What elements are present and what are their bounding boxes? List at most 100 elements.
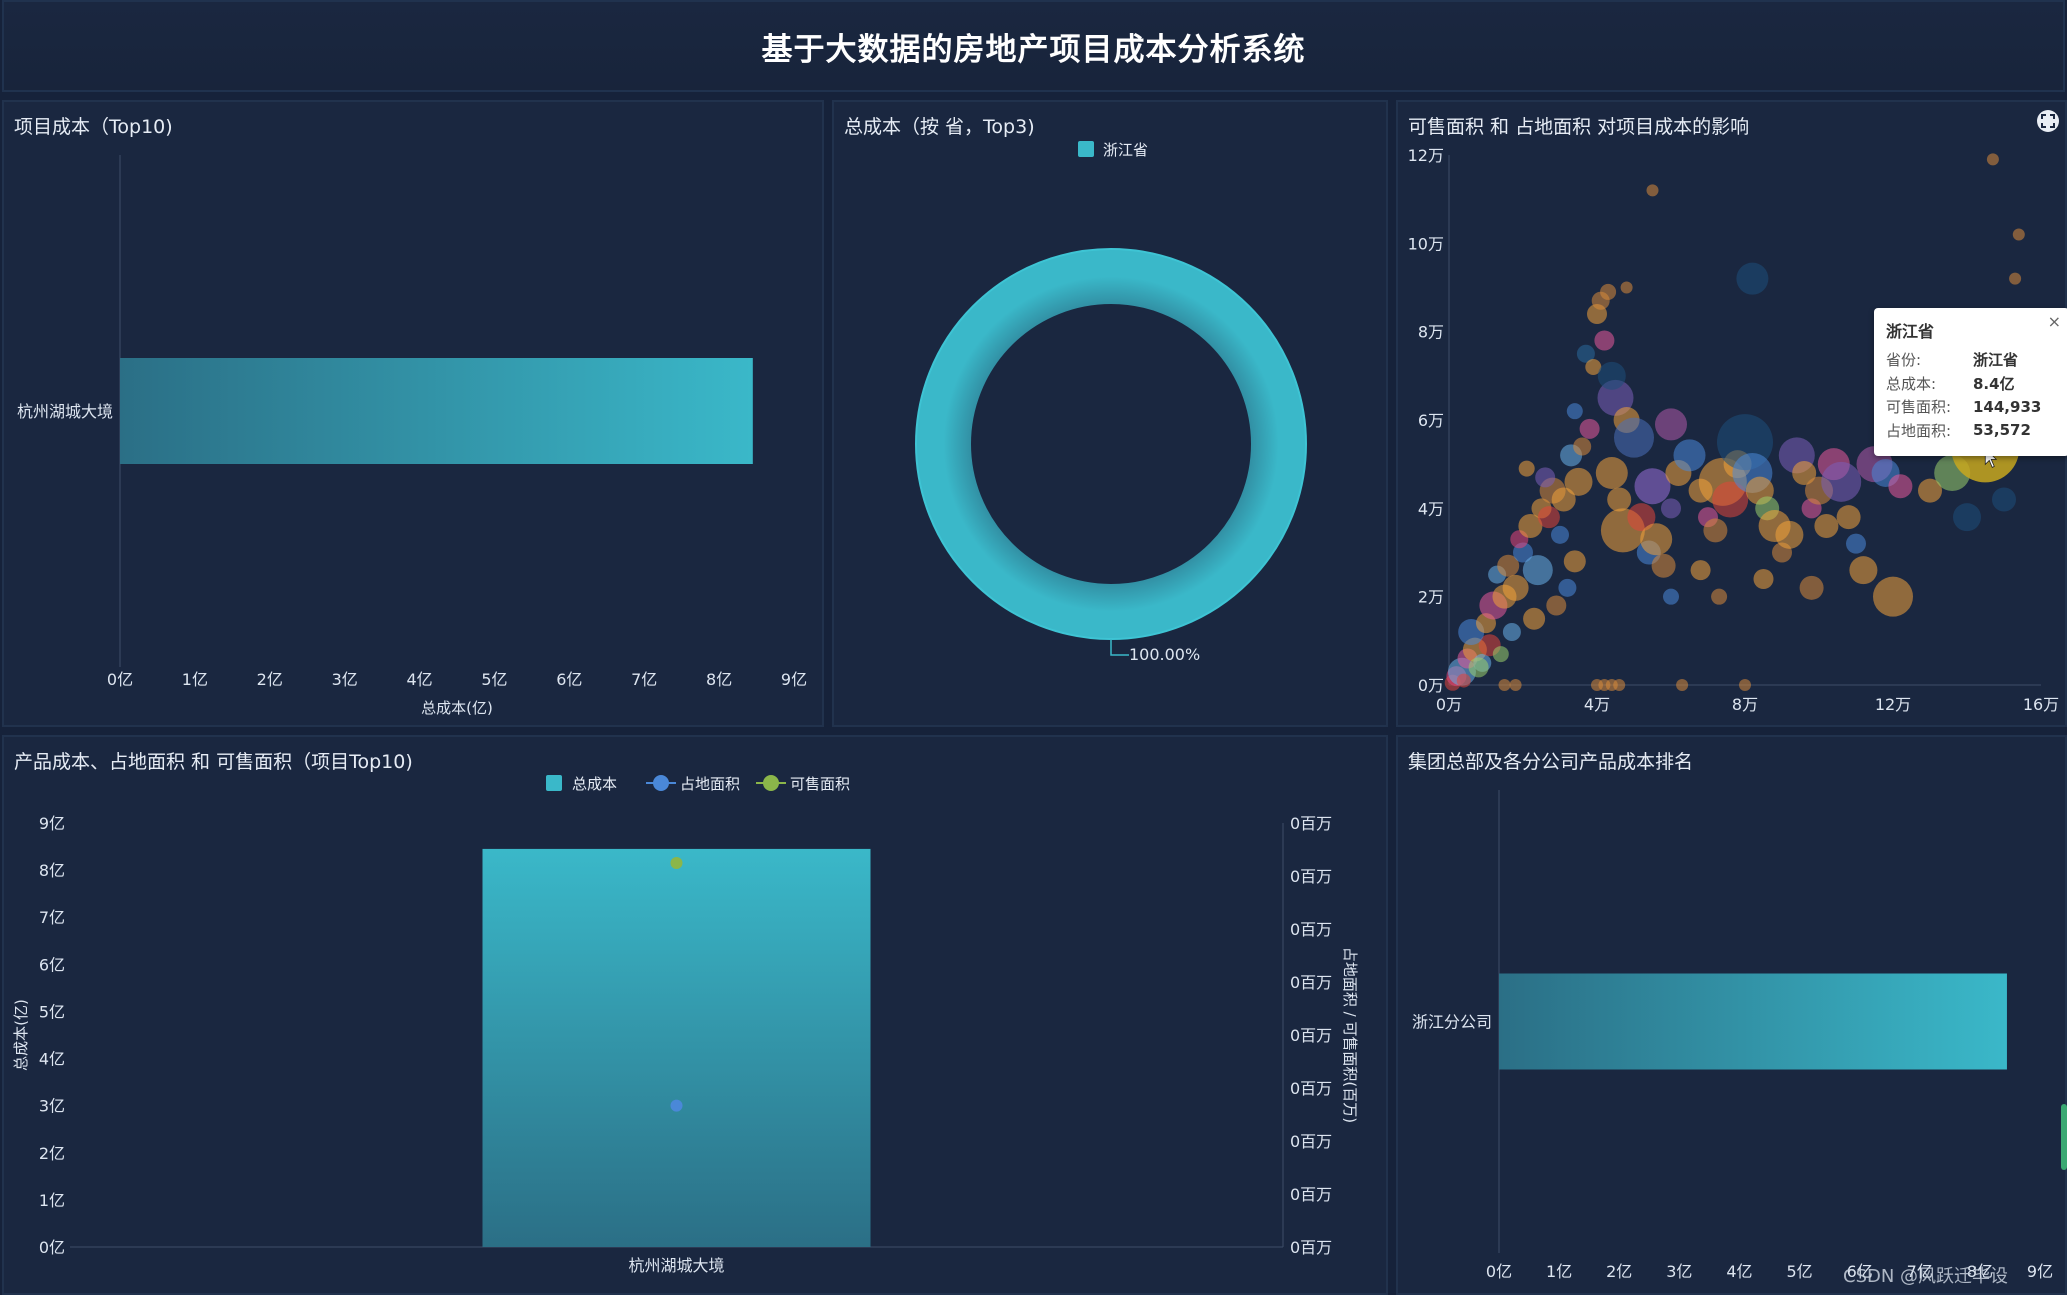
- product-cost-chart: 总成本 占地面积 可售面积 0亿 1亿 2亿 3亿 4亿 5亿 6亿 7亿 8亿 9亿 0百万 0百万 0百万…: [12, 775, 1359, 1275]
- x-tick-label: 5亿: [481, 670, 507, 689]
- scatter-point: [1594, 330, 1615, 351]
- branch-rank-title: 集团总部及各分公司产品成本排名: [1408, 751, 1694, 773]
- scatter-point: [1607, 487, 1632, 512]
- scatter-point: [1651, 553, 1676, 578]
- scatter-point: [1986, 153, 1999, 166]
- scatter-point: [1953, 503, 1981, 532]
- scatter-point: [1502, 623, 1521, 641]
- scatter-point: [1518, 460, 1535, 477]
- bar: [1499, 973, 2007, 1070]
- legend-label: 浙江省: [1103, 141, 1148, 159]
- scatter-point: [1888, 474, 1913, 499]
- y-left-axis-title: 总成本(亿): [12, 999, 30, 1071]
- scatter-point: [1873, 576, 1913, 617]
- scatter-point: [1676, 679, 1689, 691]
- x-tick-label: 16万: [2023, 695, 2059, 714]
- y-tick-label: 6万: [1418, 411, 1444, 430]
- close-icon[interactable]: ×: [2047, 312, 2061, 331]
- branch-rank-chart: 0亿 1亿 2亿 3亿 4亿 5亿 6亿 7亿 8亿 9亿 浙江分公司: [1412, 790, 2053, 1281]
- scatter-point: [1551, 487, 1576, 512]
- x-tick-label: 7亿: [1907, 1262, 1933, 1281]
- x-tick-label: 12万: [1875, 695, 1911, 714]
- x-tick-label: 7亿: [631, 670, 657, 689]
- scroll-handle[interactable]: [2061, 1104, 2067, 1170]
- area-cost-title: 可售面积 和 占地面积 对项目成本的影响: [1408, 116, 1750, 138]
- y-left-tick-label: 5亿: [39, 1002, 65, 1021]
- bar-total-cost: [482, 848, 871, 1247]
- y-left-tick-label: 8亿: [39, 861, 65, 880]
- page-header: 基于大数据的房地产项目成本分析系统: [2, 0, 2065, 92]
- scatter-point: [1614, 417, 1654, 458]
- y-right-tick-label: 0百万: [1290, 867, 1332, 886]
- x-axis-title: 总成本(亿): [421, 699, 493, 717]
- y-right-tick-label: 0百万: [1290, 920, 1332, 939]
- expand-icon[interactable]: [2037, 110, 2059, 132]
- y-left-tick-label: 9亿: [39, 814, 65, 833]
- y-right-tick-label: 0百万: [1290, 973, 1332, 992]
- scatter-point: [1551, 525, 1569, 544]
- x-tick-label: 9亿: [781, 670, 807, 689]
- scatter-point: [1492, 646, 1509, 663]
- x-tick-label: 6亿: [556, 670, 582, 689]
- province-cost-chart: 浙江省 100.00%: [915, 141, 1307, 664]
- scatter-tooltip: × 浙江省 省份: 浙江省 总成本: 8.4亿 可售面积: 144,933 占地面积:…: [1874, 308, 2067, 456]
- tooltip-title: 浙江省: [1886, 322, 1935, 341]
- scatter-point: [1646, 184, 1659, 197]
- scatter-point: [1566, 403, 1583, 420]
- y-left-tick-label: 1亿: [39, 1191, 65, 1210]
- scatter-point: [1518, 514, 1543, 538]
- y-right-axis-title: 占地面积 / 可售面积(百万): [1341, 947, 1359, 1123]
- scatter-point: [1655, 408, 1687, 441]
- x-tick-label: 0亿: [107, 670, 133, 689]
- tooltip-key: 占地面积:: [1886, 421, 1952, 440]
- tooltip-row: 可售面积: 144,933: [1886, 395, 2057, 419]
- tooltip-key: 总成本:: [1886, 374, 1937, 393]
- scatter-point: [1546, 595, 1567, 616]
- y-left-tick-label: 0亿: [39, 1238, 65, 1257]
- y-left-tick-label: 3亿: [39, 1097, 65, 1116]
- scatter-point: [1821, 461, 1862, 502]
- scatter-point: [1799, 575, 1824, 600]
- scatter-point: [1849, 556, 1878, 585]
- pie-label: 100.00%: [1129, 645, 1200, 664]
- province-cost-title: 总成本（按 省，Top3): [844, 116, 1035, 138]
- scatter-point: [1711, 588, 1728, 605]
- legend-label-land-area: 占地面积: [680, 775, 740, 793]
- scatter-point: [1497, 554, 1520, 577]
- x-tick-label: 4亿: [1726, 1262, 1752, 1281]
- scatter-point: [1595, 457, 1628, 489]
- scatter-point: [1661, 498, 1681, 519]
- scatter-point: [1814, 514, 1839, 538]
- x-tick-label: 9亿: [2027, 1262, 2053, 1281]
- scatter-point: [1535, 467, 1556, 488]
- scatter-point: [1502, 574, 1529, 601]
- scatter-point: [1663, 588, 1679, 605]
- scatter-point: [1509, 679, 1522, 691]
- tooltip-value: 53,572: [1973, 421, 2031, 440]
- scatter-point: [1613, 679, 1626, 691]
- scatter-point: [1600, 283, 1617, 300]
- y-right-tick-label: 0百万: [1290, 1026, 1332, 1045]
- scatter-point: [1736, 262, 1769, 295]
- tooltip-row: 总成本: 8.4亿: [1886, 372, 2057, 396]
- scatter-point: [1573, 437, 1592, 456]
- scatter-point: [1634, 468, 1671, 505]
- legend-swatch: [1078, 141, 1094, 157]
- scatter-point: [1576, 344, 1595, 363]
- scatter-point: [1640, 523, 1673, 556]
- x-tick-label: 2亿: [1606, 1262, 1632, 1281]
- scatter-point: [1918, 478, 1942, 503]
- x-tick-label: 0万: [1436, 695, 1462, 714]
- y-left-tick-label: 4亿: [39, 1050, 65, 1069]
- x-tick-label: 4万: [1584, 695, 1610, 714]
- tooltip-value: 8.4亿: [1973, 374, 2015, 393]
- y-right-tick-label: 0百万: [1290, 1132, 1332, 1151]
- tooltip-key: 可售面积:: [1886, 398, 1952, 417]
- scatter-point: [1563, 550, 1586, 573]
- x-tick-label: 3亿: [332, 670, 358, 689]
- x-tick-label: 0亿: [1486, 1262, 1512, 1281]
- watermark: CSDN @风跃迁毕设: [1843, 1266, 2009, 1287]
- tooltip-value: 144,933: [1973, 397, 2042, 416]
